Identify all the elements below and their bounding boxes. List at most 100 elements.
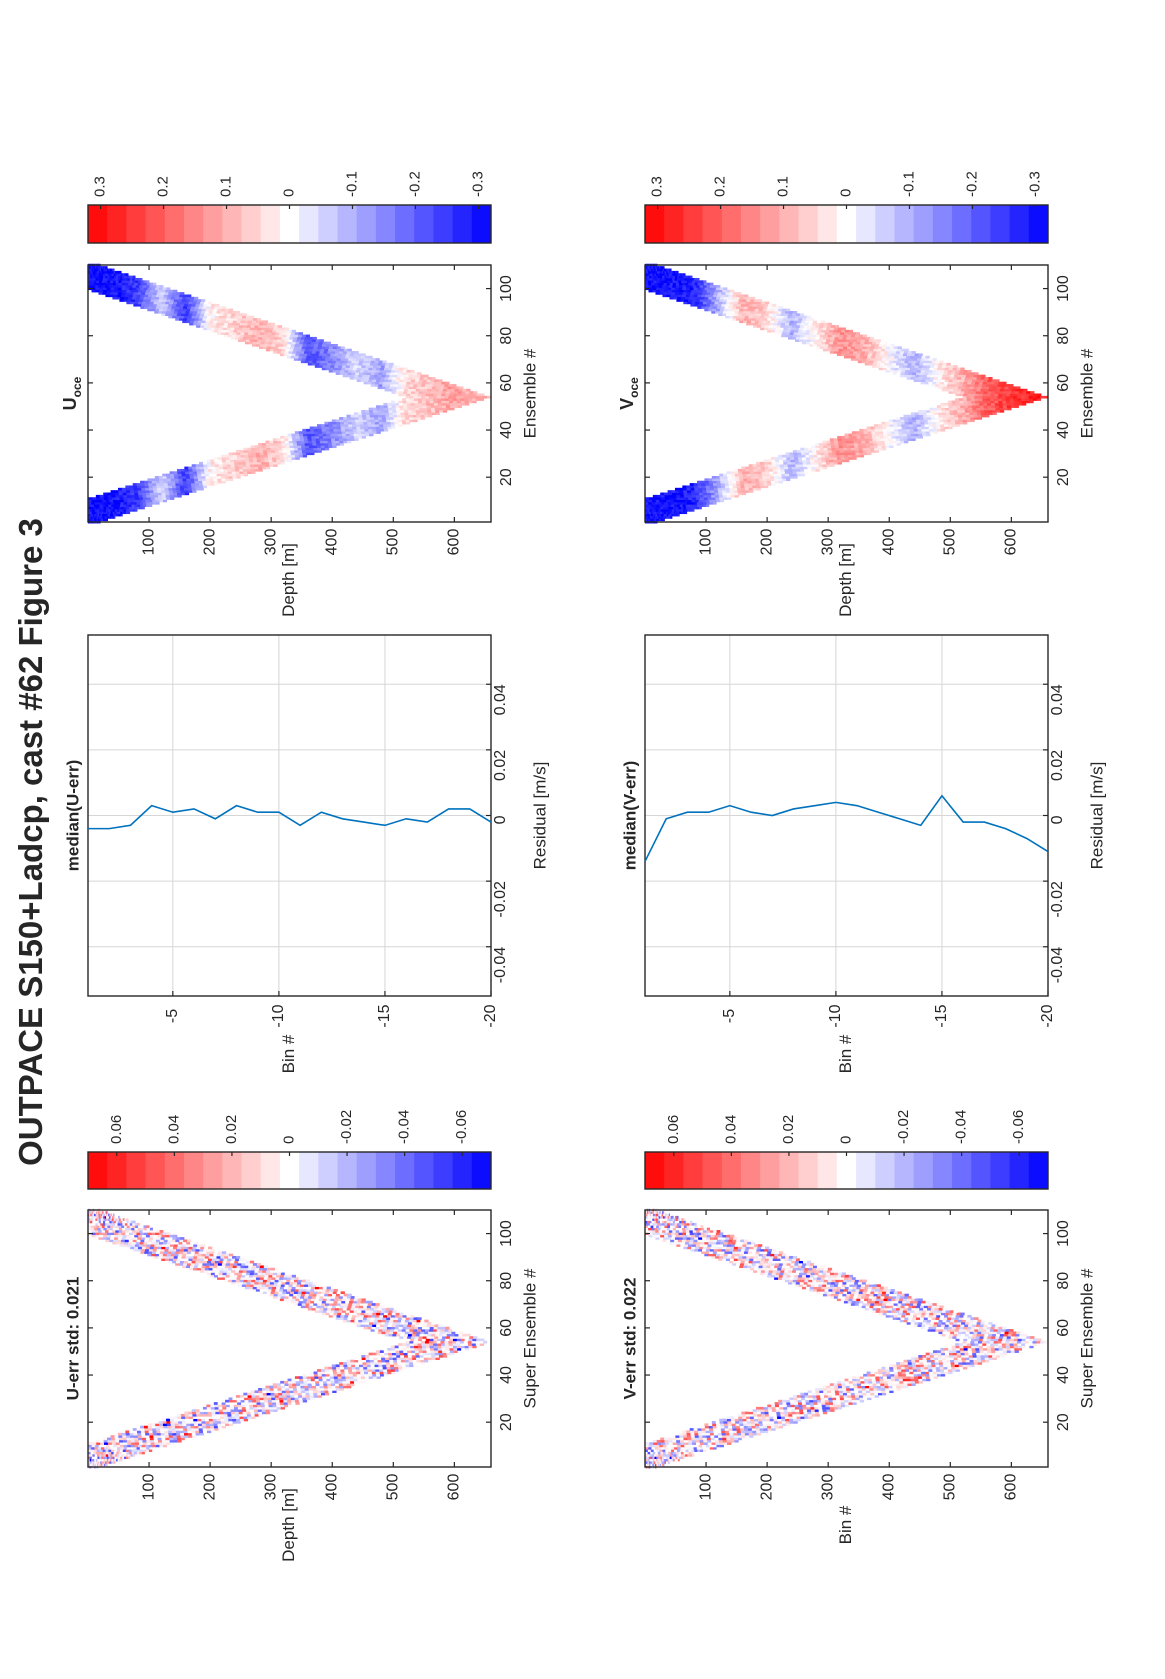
- u_oce-cell: [467, 395, 472, 399]
- u_oce-cell: [302, 343, 307, 347]
- u_err-cell: [350, 1380, 355, 1384]
- u_err-cell: [162, 1232, 167, 1236]
- u_oce-cell: [397, 414, 402, 418]
- u_err-cell: [359, 1314, 365, 1318]
- u_err-cell: [210, 1274, 215, 1278]
- u_oce-cell: [137, 490, 143, 493]
- u_err-cell: [110, 1461, 112, 1464]
- u_oce-cell: [277, 336, 282, 340]
- u_oce-cell: [160, 303, 165, 307]
- u_err-cell: [337, 1312, 342, 1316]
- u_err-cell: [192, 1413, 197, 1417]
- u_err-cell: [232, 1255, 237, 1259]
- u_err-cell: [220, 1421, 226, 1424]
- u_err-cell: [308, 1390, 314, 1394]
- u_err-cell: [340, 1314, 345, 1318]
- u_oce-cell: [134, 509, 138, 512]
- u_err-cell: [164, 1432, 169, 1436]
- u_err-cell: [214, 1248, 220, 1252]
- u_err-cell: [301, 1392, 306, 1396]
- u_oce-cell: [210, 327, 216, 331]
- u_oce-cell: [297, 348, 302, 352]
- u_err-cell: [406, 1366, 411, 1370]
- u_oce-cell: [211, 325, 216, 328]
- u_err-colorbar: 0.06 0.04 0.02 0 -0.02 -0.04 -0.06: [87, 1110, 492, 1190]
- u_err-cell: [406, 1326, 411, 1330]
- u_oce-cell: [417, 400, 423, 404]
- u_err-cell: [195, 1260, 200, 1264]
- u_err-cell: [308, 1388, 313, 1391]
- u_err-cell: [204, 1267, 210, 1271]
- u_oce-cell: [430, 407, 436, 411]
- u_err-cell: [376, 1355, 382, 1358]
- u_oce-cell: [104, 518, 106, 522]
- u_oce-cell: [366, 417, 371, 420]
- u_err-cell: [124, 1456, 127, 1460]
- u_err-cell: [287, 1380, 293, 1384]
- u_err-cell: [385, 1331, 390, 1335]
- u_err-cell: [264, 1404, 270, 1408]
- u_err-cell: [262, 1411, 267, 1415]
- u_oce-cell: [120, 275, 123, 279]
- u_err-cell: [143, 1449, 147, 1452]
- u_oce-cell: [124, 296, 129, 300]
- u_err-cell: [328, 1293, 333, 1297]
- u_oce-cell: [180, 313, 185, 316]
- u_oce-cell: [383, 405, 389, 408]
- u_err-cell: [258, 1388, 263, 1391]
- u_oce-cell: [276, 461, 282, 465]
- u_err-cell: [330, 1380, 335, 1384]
- u_oce-cell: [424, 414, 429, 418]
- u_err-cell: [467, 1340, 472, 1344]
- u_err-cell: [417, 1317, 422, 1320]
- u_err-cell: [414, 1326, 419, 1330]
- u_err-cell: [140, 1251, 145, 1254]
- u_err-cell: [159, 1428, 165, 1431]
- u_oce-cell: [200, 468, 205, 472]
- u_err-cell: [190, 1428, 196, 1431]
- u_oce-cell: [436, 384, 441, 387]
- u_err-cell: [189, 1255, 194, 1259]
- u_err-cell: [184, 1435, 189, 1438]
- u_err-cell: [401, 1364, 407, 1368]
- u_oce-cell: [357, 435, 363, 439]
- u_err-cell: [280, 1296, 285, 1299]
- u_oce-cell: [293, 348, 298, 352]
- u_err-cell: [188, 1416, 194, 1419]
- u_oce-cell: [339, 419, 344, 423]
- u_err-cell: [175, 1251, 180, 1254]
- u_err-cell: [187, 1239, 192, 1243]
- u_err-cell: [390, 1317, 395, 1320]
- u_oce-cell: [108, 513, 111, 517]
- u_err-cell: [155, 1241, 160, 1245]
- u_oce-ytick-label: 100: [140, 529, 157, 556]
- u_oce-cell: [187, 483, 192, 486]
- u_err-cell: [398, 1326, 403, 1330]
- u_oce-cell: [324, 348, 329, 352]
- u_err-cell: [475, 1340, 480, 1344]
- u_err-cell: [321, 1373, 327, 1377]
- u_oce-cell: [111, 494, 116, 498]
- u_err-cell: [449, 1336, 455, 1339]
- u_err-cell: [279, 1397, 284, 1401]
- u_err-colorbar-step: [279, 1152, 300, 1189]
- u_err-cell: [211, 1270, 216, 1273]
- u_oce-cell: [99, 280, 103, 283]
- u_err-cell: [180, 1435, 185, 1438]
- u_err-cell: [450, 1333, 455, 1337]
- u_err-cell: [364, 1324, 369, 1328]
- u_err-cell: [227, 1411, 232, 1415]
- u_err-cell: [213, 1421, 218, 1424]
- u_err-cell: [452, 1340, 457, 1344]
- u_err-cell: [91, 1213, 94, 1217]
- u_err-cell: [94, 1446, 99, 1450]
- u_oce-cell: [426, 391, 431, 394]
- u_err-cell: [176, 1260, 181, 1264]
- u_err-cell: [299, 1383, 305, 1386]
- u_oce-cell: [190, 296, 195, 300]
- u_err-cell: [258, 1411, 263, 1415]
- u_err-cell: [138, 1244, 144, 1247]
- u_err-cell: [146, 1442, 152, 1445]
- u_err-cell: [214, 1404, 219, 1408]
- u_oce-cell: [293, 358, 299, 361]
